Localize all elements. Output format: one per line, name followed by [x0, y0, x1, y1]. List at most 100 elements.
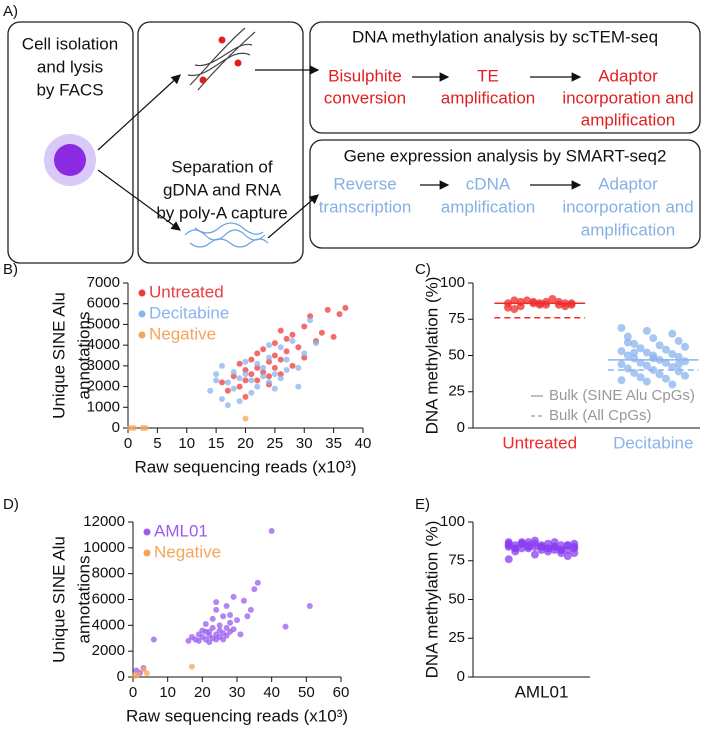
point — [242, 367, 249, 373]
point — [523, 296, 532, 305]
point — [251, 586, 258, 593]
box-text: cDNA — [466, 174, 511, 193]
point — [557, 545, 566, 554]
x-tick-label: 15 — [208, 435, 225, 452]
legend-marker — [138, 310, 146, 318]
y-tick-label: 4000 — [87, 336, 120, 353]
point — [271, 340, 278, 347]
dna-icon — [187, 27, 256, 91]
point — [295, 344, 302, 351]
point — [126, 425, 133, 431]
point — [283, 348, 290, 355]
legend-label: Bulk (All CpGs) — [549, 407, 652, 424]
y-tick-label: 75 — [448, 552, 465, 569]
box-text: transcription — [319, 197, 412, 216]
y-tick-label: 100 — [440, 274, 465, 291]
box-text: Adaptor — [598, 174, 658, 193]
legend-label: AML01 — [154, 521, 208, 540]
point — [563, 541, 572, 550]
y-tick-label: 50 — [448, 346, 465, 363]
point — [216, 622, 223, 629]
x-tick-label: Decitabine — [613, 433, 693, 452]
point — [254, 350, 261, 357]
point — [510, 305, 519, 314]
y-tick-label: 75 — [448, 310, 465, 327]
x-tick-label: Untreated — [502, 433, 577, 452]
legend-label: Untreated — [149, 282, 224, 301]
y-tick-label: 25 — [448, 383, 465, 400]
rna-icon — [184, 222, 269, 248]
point — [301, 323, 308, 330]
point — [209, 624, 216, 631]
point — [268, 528, 275, 535]
point — [142, 425, 149, 431]
box-text: and lysis — [37, 57, 103, 76]
x-tick-label: 50 — [298, 684, 315, 701]
y-tick-label: 10000 — [83, 539, 125, 556]
point — [324, 306, 331, 313]
point — [219, 379, 225, 386]
box-text: Bisulphite — [328, 66, 402, 85]
box-text: by FACS — [36, 80, 103, 99]
point — [185, 637, 192, 644]
y-axis-label: Unique SINE Alu — [49, 536, 68, 663]
point — [623, 351, 632, 360]
x-tick-label: 20 — [237, 435, 254, 452]
point — [301, 354, 308, 361]
point — [130, 425, 137, 431]
point — [219, 396, 225, 402]
panel-label: D) — [3, 496, 19, 513]
point — [242, 377, 249, 384]
box-text: TE — [477, 66, 499, 85]
point — [202, 628, 209, 635]
point — [306, 602, 313, 609]
y-axis-label: annotations — [74, 556, 93, 644]
box — [309, 139, 701, 249]
point — [224, 402, 231, 409]
point — [642, 326, 651, 335]
box-text: Separation of — [171, 157, 272, 176]
box-text: Cell isolation — [22, 34, 118, 53]
x-tick-label: 25 — [267, 435, 284, 452]
point — [283, 367, 290, 373]
point — [630, 368, 639, 377]
point — [254, 579, 261, 586]
point — [230, 626, 237, 633]
point — [242, 415, 249, 422]
point — [242, 358, 249, 365]
point — [220, 613, 227, 620]
box-text: amplification — [581, 220, 676, 239]
point — [313, 340, 319, 347]
y-tick-label: 8000 — [92, 565, 125, 582]
point — [617, 376, 626, 385]
point — [266, 379, 272, 386]
x-tick-label: 30 — [296, 435, 313, 452]
arrow — [267, 194, 319, 239]
point — [260, 373, 267, 380]
point — [642, 348, 651, 357]
x-tick-label: 0 — [124, 435, 132, 452]
point — [260, 364, 267, 371]
point — [277, 375, 284, 382]
box-text: by poly-A capture — [156, 203, 287, 222]
point — [248, 389, 255, 396]
point — [266, 342, 272, 349]
y-tick-label: 0 — [457, 419, 465, 436]
y-tick-label: 2000 — [87, 378, 120, 395]
box-text: conversion — [324, 88, 406, 107]
point — [234, 617, 240, 624]
point — [248, 356, 255, 363]
point — [213, 599, 220, 606]
point — [623, 332, 632, 341]
point — [636, 358, 645, 367]
point — [266, 354, 272, 361]
point — [220, 636, 227, 643]
point — [277, 344, 284, 351]
point — [674, 337, 683, 345]
point — [135, 671, 142, 678]
point — [283, 335, 290, 342]
point — [206, 639, 213, 646]
point — [617, 323, 626, 332]
point — [248, 377, 255, 384]
